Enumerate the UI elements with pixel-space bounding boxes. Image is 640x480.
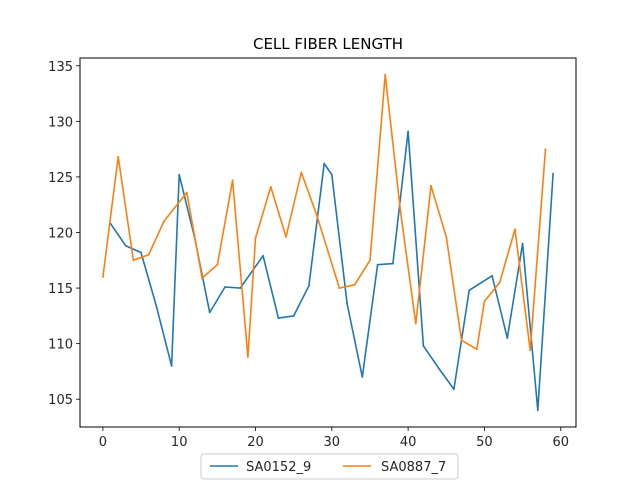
y-tick-label: 110 (48, 338, 73, 353)
data-point (445, 236, 448, 238)
data-point (285, 236, 287, 238)
data-point (521, 242, 524, 245)
y-tick-label: 115 (48, 282, 73, 297)
data-point (338, 287, 341, 289)
data-point (346, 302, 348, 305)
chart-title: CELL FIBER LENGTH (253, 35, 403, 53)
data-point (414, 322, 417, 325)
x-tick-label: 60 (552, 435, 569, 450)
data-point (231, 179, 234, 182)
data-point (308, 284, 310, 287)
data-point (269, 186, 272, 188)
legend: SA0152_9 SA0887_7 (200, 453, 459, 480)
x-axis: 0 10 20 30 40 50 60 (99, 427, 569, 450)
data-point (277, 317, 280, 319)
data-point (163, 220, 165, 223)
data-point (102, 276, 104, 278)
series-layer (102, 73, 554, 412)
y-axis: 105 110 115 120 125 130 135 (48, 60, 80, 408)
data-point (437, 367, 440, 369)
data-point (498, 281, 501, 284)
data-point (147, 253, 150, 256)
data-point (361, 376, 364, 378)
data-point (544, 148, 547, 151)
data-point (552, 172, 554, 175)
data-point (353, 283, 356, 286)
data-point (300, 171, 303, 174)
data-point (185, 191, 188, 194)
data-point (392, 262, 394, 265)
data-point (224, 286, 226, 288)
data-point (239, 287, 242, 289)
data-point (453, 388, 455, 391)
series-line-2 (102, 73, 547, 358)
y-tick-label: 120 (48, 226, 73, 241)
data-point (330, 173, 333, 176)
data-point (315, 213, 318, 216)
data-point (292, 315, 295, 317)
data-point (155, 305, 158, 307)
y-tick-label: 130 (48, 115, 73, 130)
data-point (491, 274, 493, 277)
data-point (208, 311, 211, 314)
data-point (536, 409, 539, 412)
data-point (376, 263, 379, 266)
y-tick-label: 105 (48, 393, 73, 408)
data-point (124, 244, 127, 247)
data-point (247, 356, 249, 358)
data-point (483, 300, 486, 303)
legend-box (200, 453, 459, 480)
y-tick-label: 135 (48, 60, 73, 75)
data-point (132, 259, 135, 262)
data-point (399, 210, 402, 213)
data-point (178, 173, 181, 176)
legend-label-sa0887-7: SA0887_7 (381, 460, 446, 475)
y-tick-label: 125 (48, 171, 73, 186)
data-point (254, 237, 257, 240)
data-point (170, 365, 173, 367)
data-point (117, 156, 120, 158)
data-point (369, 259, 371, 262)
data-point (201, 277, 204, 279)
x-tick-label: 10 (171, 435, 188, 450)
x-tick-label: 20 (247, 435, 264, 450)
series-line-1 (109, 130, 554, 412)
data-point (475, 348, 478, 351)
data-point (430, 184, 432, 187)
data-point (384, 73, 387, 76)
data-point (140, 251, 142, 254)
x-tick-label: 0 (99, 435, 107, 450)
data-point (468, 289, 471, 292)
x-tick-label: 50 (476, 435, 493, 450)
data-point (506, 337, 509, 339)
data-point (262, 254, 264, 257)
data-point (323, 162, 326, 165)
plot-frame (79, 57, 577, 428)
x-tick-label: 30 (324, 435, 341, 450)
legend-label-sa0152-9: SA0152_9 (246, 460, 311, 475)
data-point (216, 263, 219, 266)
data-point (422, 345, 425, 347)
data-point (514, 228, 516, 231)
data-point (460, 339, 463, 342)
data-point (407, 130, 409, 133)
x-tick-label: 40 (400, 435, 417, 450)
data-point (529, 349, 532, 352)
